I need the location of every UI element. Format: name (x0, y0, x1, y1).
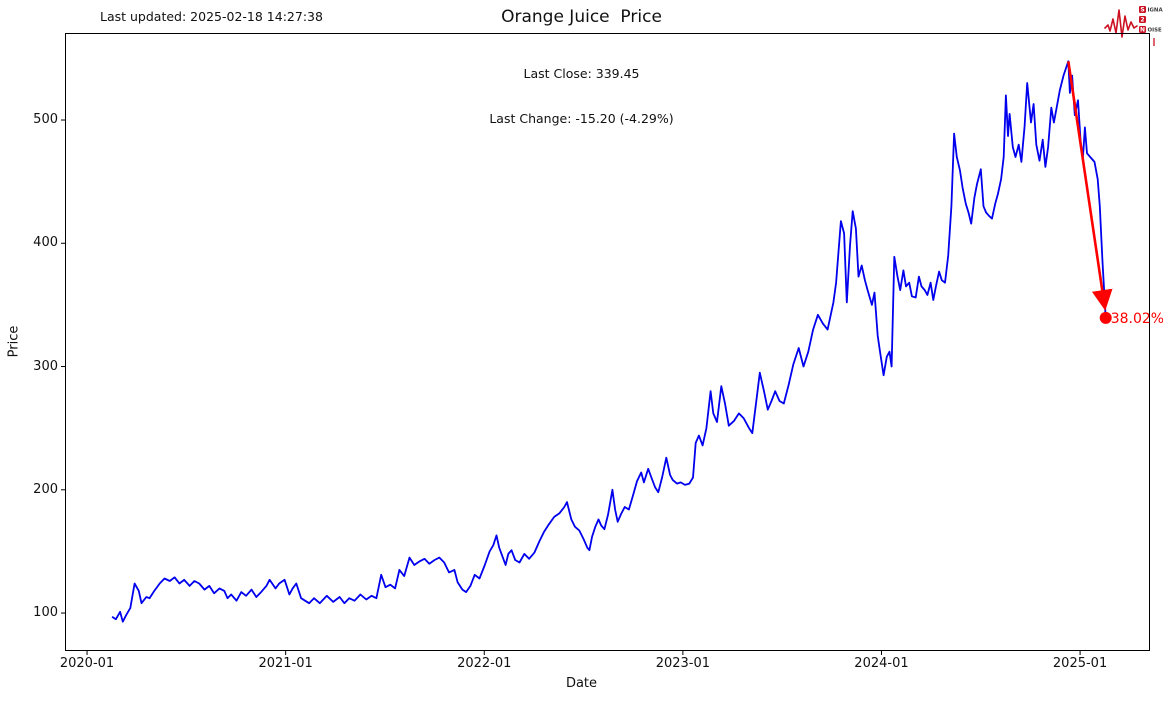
logo-wordmark: S IGNAL 2 N OISE (1139, 6, 1163, 34)
x-tick-label: 2022-01 (457, 656, 512, 671)
chart-subtitle: Last Close: 339.45 Last Change: -15.20 (… (0, 36, 1163, 141)
x-tick-label: 2021-01 (258, 656, 313, 671)
last-close-text: Last Close: 339.45 (523, 66, 640, 81)
drawdown-annotation: 38.02% (1067, 61, 1163, 327)
signal-2-noise-logo: S IGNAL 2 N OISE (1104, 6, 1163, 46)
svg-text:IGNAL: IGNAL (1148, 8, 1163, 14)
svg-text:N: N (1140, 27, 1145, 34)
y-tick-label: 500 (33, 112, 58, 128)
drawdown-percent-label: 38.02% (1111, 311, 1163, 327)
x-tick-label: 2020-01 (59, 656, 115, 671)
x-axis-label: Date (565, 676, 598, 691)
drawdown-arrow-line (1067, 61, 1113, 311)
price-line-series (111, 60, 1107, 623)
last-updated-text: Last updated: 2025-02-18 14:27:38 (100, 9, 323, 24)
axis-tick-marks (61, 119, 1081, 655)
y-tick-label: 300 (33, 358, 58, 374)
svg-text:OISE: OISE (1148, 28, 1162, 34)
plot-area (65, 33, 1150, 651)
x-tick-label: 2024-01 (854, 656, 909, 671)
y-tick-label: 400 (33, 235, 58, 251)
svg-text:2: 2 (1140, 17, 1144, 24)
x-tick-label: 2023-01 (655, 656, 711, 671)
svg-text:S: S (1140, 7, 1144, 14)
y-tick-label: 100 (33, 605, 58, 621)
chart-title: Orange Juice Price (501, 7, 662, 27)
last-change-text: Last Change: -15.20 (-4.29%) (489, 111, 674, 126)
y-tick-label: 200 (33, 481, 58, 497)
x-tick-label: 2025-01 (1052, 656, 1108, 671)
last-close-dot (1099, 311, 1112, 324)
heartbeat-waveform-icon (1104, 9, 1155, 46)
price-line-chart: 38.02% (61, 60, 1163, 655)
